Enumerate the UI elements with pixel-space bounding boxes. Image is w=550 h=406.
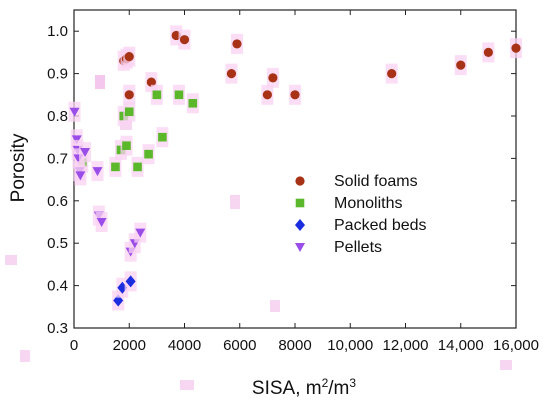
monoliths-point	[188, 98, 198, 108]
x-tick-label: 16,000	[493, 337, 539, 354]
monoliths-point	[158, 132, 167, 142]
pellets-point	[75, 171, 86, 181]
y-tick-label: 0.6	[47, 193, 68, 210]
solid-foams-point	[290, 90, 300, 100]
x-axis-title-text: SISA, m	[252, 378, 322, 399]
pellets-point	[96, 218, 107, 227]
monoliths-point	[144, 149, 153, 159]
monoliths-point	[133, 162, 142, 172]
data-markers	[68, 25, 522, 311]
background-speck	[5, 255, 17, 265]
background-speck	[270, 300, 280, 312]
monoliths-point	[152, 90, 162, 100]
x-axis-title-sup2: 3	[349, 376, 356, 390]
x-axis-ticks: 0 2000 4000 6000 8000 10,000 12,000 14,000 16,00…	[70, 10, 539, 354]
legend-packed-beds-marker	[295, 219, 305, 231]
solid-foams-point	[483, 47, 493, 58]
background-speck	[500, 360, 512, 370]
solid-foams-point	[124, 52, 134, 62]
legend-pellets-label: Pellets	[334, 239, 382, 256]
x-tick-label: 0	[70, 337, 78, 354]
background-specks	[5, 75, 512, 390]
x-tick-label: 14,000	[438, 337, 484, 354]
x-tick-label: 6000	[223, 337, 256, 354]
background-speck	[20, 350, 30, 362]
x-axis-title-mid: /m	[328, 378, 349, 399]
y-tick-label: 1.0	[47, 23, 68, 40]
monoliths-point	[124, 107, 134, 117]
solid-foams-point	[262, 90, 272, 100]
y-tick-label: 0.3	[47, 320, 68, 337]
legend-pellets-marker	[295, 243, 305, 252]
x-tick-label: 4000	[168, 337, 201, 354]
pellets-point	[135, 228, 146, 238]
y-tick-label: 0.4	[47, 278, 68, 295]
y-axis-ticks: 0.3 0.4 0.5 0.6 0.7 0.8 0.9 1.0	[47, 23, 516, 337]
y-tick-label: 0.8	[47, 108, 68, 125]
pellets-point	[80, 148, 91, 158]
monoliths-point	[111, 162, 120, 172]
solid-foams-point	[146, 77, 156, 87]
x-tick-label: 10,000	[327, 337, 373, 354]
legend-solid-foams-marker	[295, 176, 305, 186]
solid-foams-point	[226, 69, 237, 79]
y-tick-label: 0.7	[47, 150, 68, 167]
y-tick-label: 0.5	[47, 235, 68, 252]
legend-monoliths-marker	[295, 198, 305, 208]
solid-foams-point	[456, 60, 466, 70]
pellets-point	[69, 107, 80, 117]
x-axis-title-sup1: 2	[322, 376, 329, 390]
solid-foams-point	[179, 35, 190, 45]
packed-beds-point	[125, 275, 136, 288]
y-axis-title: Porosity	[8, 133, 29, 202]
pellets-point	[92, 167, 103, 177]
x-axis-title: SISA, m2/m3	[252, 376, 356, 399]
background-speck	[95, 75, 105, 89]
x-tick-label: 12,000	[383, 337, 429, 354]
pellets-point	[71, 135, 82, 145]
legend-solid-foams-label: Solid foams	[334, 173, 418, 190]
solid-foams-point	[268, 73, 278, 83]
monoliths-point	[174, 90, 184, 100]
monoliths-point	[122, 141, 131, 150]
legend-packed-beds-label: Packed beds	[334, 217, 427, 234]
x-tick-label: 8000	[278, 337, 311, 354]
legend: Solid foams Monoliths Packed beds Pellets	[295, 173, 427, 256]
solid-foams-point	[124, 90, 134, 100]
x-tick-label: 2000	[113, 337, 146, 354]
background-speck	[230, 195, 240, 209]
solid-foams-point	[511, 43, 521, 53]
background-speck	[180, 380, 194, 390]
legend-monoliths-label: Monoliths	[334, 195, 402, 212]
y-tick-label: 0.9	[47, 66, 68, 83]
solid-foams-point	[387, 69, 397, 79]
solid-foams-point	[232, 39, 242, 49]
